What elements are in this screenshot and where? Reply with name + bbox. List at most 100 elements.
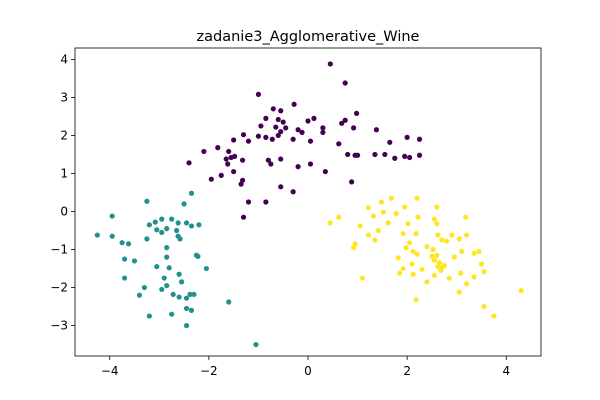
data-point	[435, 264, 441, 270]
data-point	[278, 108, 284, 114]
data-point	[223, 156, 229, 162]
data-point	[375, 227, 381, 234]
data-point	[456, 236, 462, 242]
data-point	[146, 222, 152, 228]
data-point	[305, 118, 311, 124]
data-point	[245, 138, 252, 144]
data-point	[434, 221, 440, 227]
data-point	[471, 250, 477, 256]
data-point	[295, 127, 301, 133]
data-point	[164, 245, 170, 251]
data-point	[456, 289, 462, 295]
y-tick-label: 3	[60, 90, 68, 104]
data-point	[491, 313, 497, 319]
data-point	[380, 209, 386, 215]
data-point	[278, 184, 284, 190]
data-point	[444, 238, 450, 244]
data-point	[327, 220, 333, 226]
data-point	[269, 136, 275, 142]
data-point	[175, 220, 181, 226]
data-point	[349, 179, 355, 185]
data-point	[431, 257, 438, 263]
y-tick-label: −3	[50, 319, 68, 333]
data-point	[283, 125, 289, 131]
data-point	[402, 204, 408, 210]
data-point	[278, 156, 284, 162]
points-layer	[94, 61, 524, 348]
data-point	[382, 151, 388, 158]
data-point	[410, 248, 416, 255]
data-point	[188, 223, 195, 229]
data-point	[299, 129, 305, 136]
data-point	[174, 227, 180, 234]
data-point	[263, 199, 269, 205]
data-point	[270, 106, 276, 112]
data-point	[481, 303, 487, 310]
data-point	[196, 222, 202, 228]
data-point	[278, 129, 284, 135]
data-point	[94, 232, 100, 238]
data-point	[431, 216, 438, 222]
data-point	[439, 237, 445, 243]
data-point	[187, 291, 193, 297]
data-point	[463, 214, 469, 220]
data-point	[280, 119, 286, 125]
data-point	[273, 124, 279, 130]
data-point	[131, 258, 138, 264]
data-point	[342, 117, 348, 123]
y-tick-label: 0	[60, 205, 68, 219]
data-point	[164, 254, 170, 260]
data-point	[402, 153, 408, 159]
data-point	[136, 292, 143, 298]
data-point	[430, 246, 436, 253]
data-point	[109, 213, 115, 219]
data-point	[339, 120, 345, 126]
data-point	[446, 275, 452, 281]
y-tick-label: 1	[60, 166, 68, 180]
data-point	[464, 232, 470, 238]
data-point	[231, 137, 237, 143]
data-point	[464, 281, 470, 287]
data-point	[400, 265, 406, 272]
data-point	[365, 232, 372, 238]
data-point	[400, 230, 406, 237]
data-point	[188, 190, 195, 196]
data-point	[478, 261, 485, 267]
data-point	[159, 216, 165, 222]
data-point	[203, 265, 209, 272]
data-point	[183, 220, 190, 226]
data-point	[183, 305, 190, 312]
data-point	[291, 101, 297, 107]
data-point	[170, 291, 176, 297]
data-point	[141, 284, 147, 291]
data-point	[159, 229, 165, 236]
data-point	[265, 157, 271, 163]
data-point	[263, 115, 269, 121]
data-point	[413, 230, 419, 237]
data-point	[395, 255, 401, 261]
data-point	[357, 223, 363, 229]
data-point	[311, 115, 317, 121]
data-point	[415, 214, 421, 220]
data-point	[372, 151, 378, 158]
data-point	[410, 271, 416, 277]
x-axis: −4 −2 0 2 4	[101, 356, 510, 378]
y-axis: −3 −2 −1 0 1 2 3 4	[50, 52, 75, 333]
data-point	[201, 148, 207, 155]
data-point	[307, 161, 314, 167]
data-point	[431, 272, 438, 278]
data-point	[385, 220, 391, 226]
data-point	[424, 243, 430, 250]
data-point	[372, 237, 378, 243]
data-point	[407, 154, 413, 161]
data-point	[419, 266, 425, 272]
data-point	[275, 132, 281, 139]
data-point	[178, 279, 185, 285]
data-point	[429, 253, 435, 259]
data-point	[370, 213, 377, 219]
data-point	[413, 297, 419, 303]
data-point	[365, 205, 372, 211]
data-point	[451, 254, 457, 260]
data-point	[353, 110, 360, 116]
